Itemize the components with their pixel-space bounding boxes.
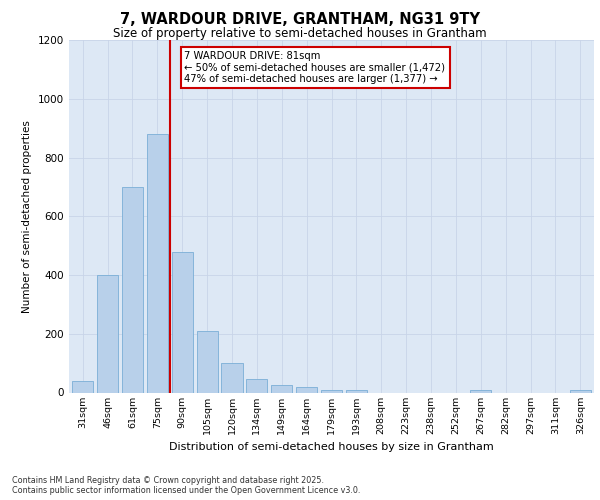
Bar bbox=[147, 134, 168, 392]
Text: Size of property relative to semi-detached houses in Grantham: Size of property relative to semi-detach… bbox=[113, 28, 487, 40]
Bar bbox=[197, 331, 218, 392]
Text: 7 WARDOUR DRIVE: 81sqm
← 50% of semi-detached houses are smaller (1,472)
47% of : 7 WARDOUR DRIVE: 81sqm ← 50% of semi-det… bbox=[185, 50, 445, 84]
Text: Contains HM Land Registry data © Crown copyright and database right 2025.: Contains HM Land Registry data © Crown c… bbox=[12, 476, 324, 485]
Bar bbox=[296, 387, 317, 392]
Y-axis label: Number of semi-detached properties: Number of semi-detached properties bbox=[22, 120, 32, 312]
Bar bbox=[271, 385, 292, 392]
Text: 7, WARDOUR DRIVE, GRANTHAM, NG31 9TY: 7, WARDOUR DRIVE, GRANTHAM, NG31 9TY bbox=[120, 12, 480, 28]
Bar bbox=[570, 390, 591, 392]
Bar bbox=[246, 380, 268, 392]
Bar bbox=[346, 390, 367, 392]
X-axis label: Distribution of semi-detached houses by size in Grantham: Distribution of semi-detached houses by … bbox=[169, 442, 494, 452]
Text: Contains public sector information licensed under the Open Government Licence v3: Contains public sector information licen… bbox=[12, 486, 361, 495]
Bar bbox=[122, 187, 143, 392]
Bar bbox=[172, 252, 193, 392]
Bar bbox=[321, 390, 342, 392]
Bar bbox=[470, 390, 491, 392]
Bar bbox=[221, 363, 242, 392]
Bar bbox=[72, 381, 93, 392]
Bar bbox=[97, 275, 118, 392]
